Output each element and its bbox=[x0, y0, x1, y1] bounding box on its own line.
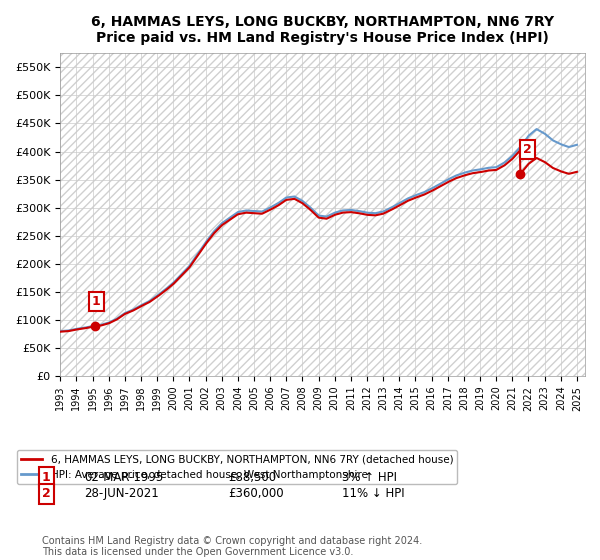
Text: Contains HM Land Registry data © Crown copyright and database right 2024.
This d: Contains HM Land Registry data © Crown c… bbox=[42, 535, 422, 557]
Legend: 6, HAMMAS LEYS, LONG BUCKBY, NORTHAMPTON, NN6 7RY (detached house), HPI: Average: 6, HAMMAS LEYS, LONG BUCKBY, NORTHAMPTON… bbox=[17, 450, 457, 484]
Text: 1: 1 bbox=[42, 470, 51, 484]
Text: 02-MAR-1995: 02-MAR-1995 bbox=[84, 470, 163, 484]
Title: 6, HAMMAS LEYS, LONG BUCKBY, NORTHAMPTON, NN6 7RY
Price paid vs. HM Land Registr: 6, HAMMAS LEYS, LONG BUCKBY, NORTHAMPTON… bbox=[91, 15, 554, 45]
Text: £360,000: £360,000 bbox=[228, 487, 284, 501]
Text: 1: 1 bbox=[92, 295, 101, 308]
Text: 28-JUN-2021: 28-JUN-2021 bbox=[84, 487, 159, 501]
Text: £88,500: £88,500 bbox=[228, 470, 276, 484]
Text: 11% ↓ HPI: 11% ↓ HPI bbox=[342, 487, 404, 501]
Text: 3% ↑ HPI: 3% ↑ HPI bbox=[342, 470, 397, 484]
Text: 2: 2 bbox=[523, 143, 532, 156]
Text: 2: 2 bbox=[42, 487, 51, 501]
